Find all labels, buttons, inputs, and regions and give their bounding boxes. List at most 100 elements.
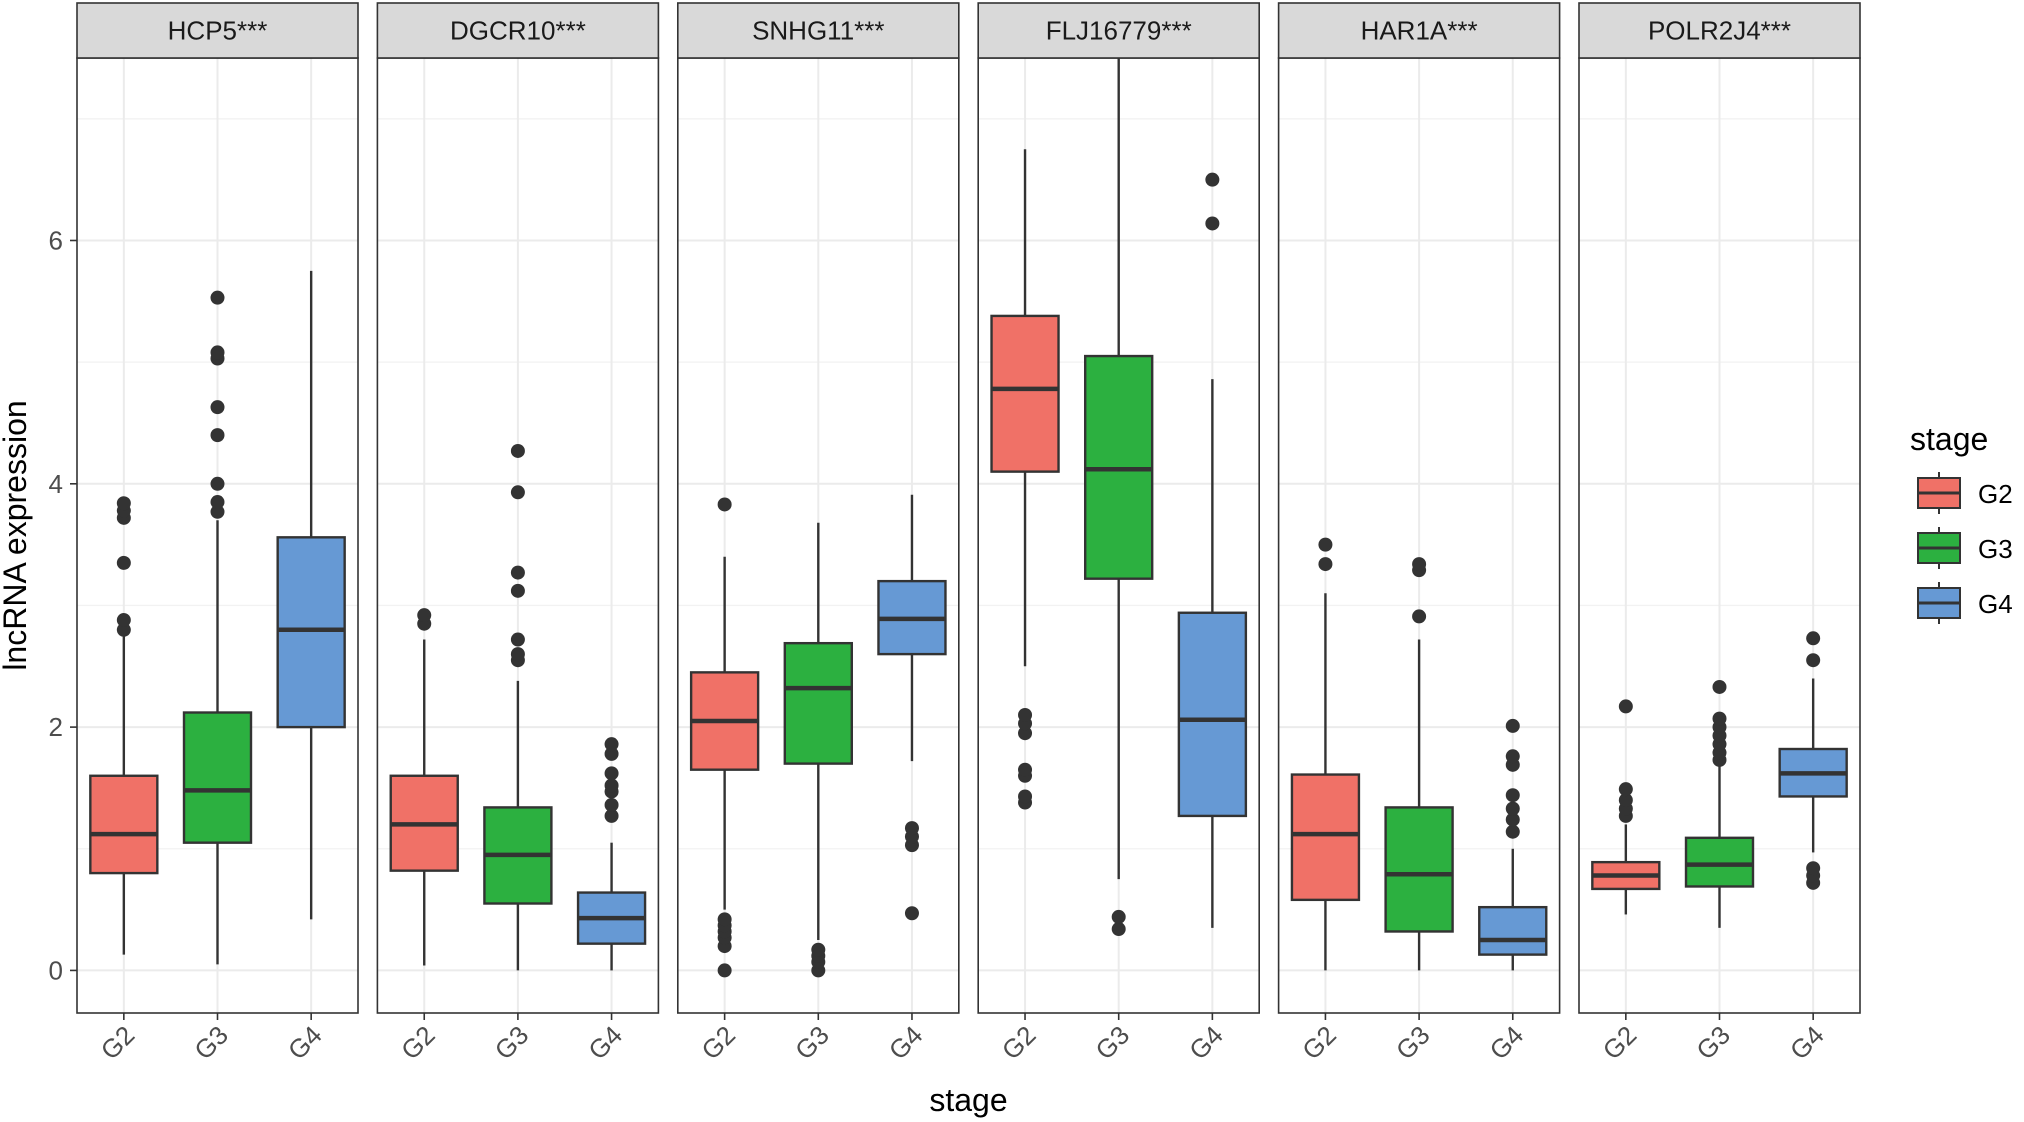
outlier-point xyxy=(604,778,619,793)
outlier-point xyxy=(604,766,619,781)
box-G2 xyxy=(1591,699,1661,915)
outlier-point xyxy=(116,613,131,628)
x-tick-label: G3 xyxy=(789,1020,835,1066)
outlier-point xyxy=(1618,699,1633,714)
legend-title: stage xyxy=(1910,421,1988,457)
outlier-point xyxy=(717,912,732,927)
outlier-point xyxy=(1505,801,1520,816)
strip-label: SNHG11*** xyxy=(752,16,884,46)
outlier-point xyxy=(1111,909,1126,924)
outlier-point xyxy=(1205,172,1220,187)
legend-key-G4: G4 xyxy=(1917,582,2013,624)
box-G2 xyxy=(89,496,159,955)
x-tick-label: G2 xyxy=(395,1020,441,1066)
outlier-point xyxy=(1018,789,1033,804)
outlier-point xyxy=(1505,718,1520,733)
outlier-point xyxy=(210,476,225,491)
y-tick-label: 0 xyxy=(49,955,63,985)
x-tick-label: G2 xyxy=(95,1020,141,1066)
y-axis-title: lncRNA expression xyxy=(0,400,33,670)
outlier-point xyxy=(210,495,225,510)
box-iqr xyxy=(1684,836,1755,888)
box-G4 xyxy=(276,270,346,920)
outlier-point xyxy=(1111,922,1126,937)
outlier-point xyxy=(510,647,525,662)
outlier-point xyxy=(510,565,525,580)
strip-background xyxy=(1277,2,1561,59)
outlier-point xyxy=(1018,707,1033,722)
outlier-point xyxy=(904,821,919,836)
legend-label: G3 xyxy=(1978,534,2013,564)
strip-label: HAR1A*** xyxy=(1361,16,1478,46)
outlier-point xyxy=(1505,812,1520,827)
x-tick-label: G4 xyxy=(1484,1020,1530,1066)
box-G3 xyxy=(483,443,553,971)
box-G3 xyxy=(182,290,253,965)
x-axis-title: stage xyxy=(929,1082,1007,1118)
outlier-point xyxy=(1412,609,1427,624)
x-tick-label: G3 xyxy=(489,1020,535,1066)
box-iqr xyxy=(1177,611,1248,818)
x-tick-label: G4 xyxy=(1183,1020,1229,1066)
outlier-point xyxy=(1018,726,1033,741)
outlier-point xyxy=(210,400,225,415)
outlier-point xyxy=(1618,782,1633,797)
x-tick-label: G4 xyxy=(883,1020,929,1066)
facet-panel-2: SNHG11*** G2 G3 G4 xyxy=(676,2,960,1066)
outlier-point xyxy=(1018,762,1033,777)
box-G2 xyxy=(689,497,760,978)
outlier-point xyxy=(717,497,732,512)
strip-background xyxy=(1578,2,1861,59)
legend-label: G4 xyxy=(1978,589,2013,619)
outlier-point xyxy=(510,632,525,647)
outlier-point xyxy=(1806,653,1821,668)
outlier-point xyxy=(811,942,826,957)
outlier-point xyxy=(116,555,131,570)
box-G4 xyxy=(1778,631,1848,890)
y-axis: 0 2 4 6 xyxy=(49,225,77,985)
strip-background xyxy=(76,2,359,59)
box-iqr xyxy=(1478,905,1548,956)
x-tick-label: G3 xyxy=(1390,1020,1436,1066)
outlier-point xyxy=(1618,793,1633,808)
outlier-point xyxy=(1505,749,1520,764)
box-iqr xyxy=(182,711,253,844)
outlier-point xyxy=(1712,711,1727,726)
box-G4 xyxy=(1177,172,1248,928)
outlier-point xyxy=(604,737,619,752)
strip-background xyxy=(376,2,660,59)
outlier-point xyxy=(1806,631,1821,646)
outlier-point xyxy=(210,504,225,519)
box-G3 xyxy=(1083,49,1154,937)
x-tick-label: G4 xyxy=(1784,1020,1830,1066)
facet-panel-1: DGCR10*** G2 G3 G4 xyxy=(376,2,660,1066)
x-tick-label: G3 xyxy=(1690,1020,1736,1066)
legend-key-G2: G2 xyxy=(1917,472,2013,514)
x-tick-label: G2 xyxy=(1296,1020,1342,1066)
outlier-point xyxy=(904,906,919,921)
outlier-point xyxy=(1505,824,1520,839)
box-G2 xyxy=(1290,537,1361,971)
box-G2 xyxy=(389,608,459,966)
outlier-point xyxy=(604,797,619,812)
strip-background xyxy=(977,2,1261,59)
outlier-point xyxy=(510,485,525,500)
outlier-point xyxy=(116,496,131,511)
y-tick-label: 4 xyxy=(49,469,63,499)
outlier-point xyxy=(1318,537,1333,552)
outlier-point xyxy=(1712,679,1727,694)
outlier-point xyxy=(510,583,525,598)
outlier-point xyxy=(1412,557,1427,572)
y-tick-label: 2 xyxy=(49,712,63,742)
outlier-point xyxy=(116,622,131,637)
box-G2 xyxy=(990,149,1060,810)
outlier-point xyxy=(510,443,525,458)
legend-key-G3: G3 xyxy=(1917,527,2013,569)
outlier-point xyxy=(1806,861,1821,876)
legend: stage G2 G3 G4 xyxy=(1910,421,2013,624)
outlier-point xyxy=(1318,557,1333,572)
outlier-point xyxy=(210,428,225,443)
facet-panel-4: HAR1A*** G2 G3 G4 xyxy=(1277,2,1561,1066)
strip-label: POLR2J4*** xyxy=(1648,16,1791,46)
box-G3 xyxy=(1384,557,1454,971)
